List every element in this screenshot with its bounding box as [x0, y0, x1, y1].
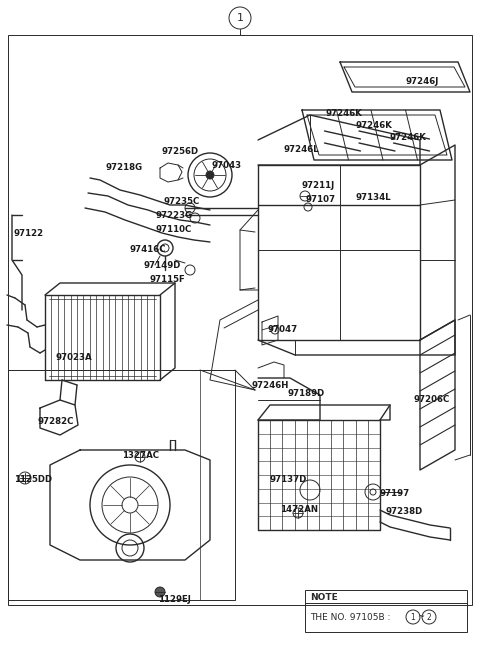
Text: 97416C: 97416C	[130, 245, 167, 255]
Text: 97246H: 97246H	[252, 382, 289, 390]
Text: 97115F: 97115F	[150, 274, 186, 283]
Text: 1129EJ: 1129EJ	[158, 596, 191, 604]
Text: 97256D: 97256D	[162, 148, 199, 157]
Text: 97246J: 97246J	[406, 77, 439, 85]
Text: 97246K: 97246K	[326, 110, 363, 119]
Text: 97047: 97047	[268, 325, 298, 335]
Text: 97043: 97043	[212, 161, 242, 169]
Text: 97235C: 97235C	[163, 197, 199, 207]
Circle shape	[122, 497, 138, 513]
Text: 97246K: 97246K	[355, 121, 392, 131]
Circle shape	[155, 587, 165, 597]
Bar	[305, 590, 467, 632]
Text: ~: ~	[418, 613, 424, 621]
Text: 97107: 97107	[305, 195, 335, 205]
Text: 97246L: 97246L	[283, 144, 319, 154]
Text: 97189D: 97189D	[288, 390, 325, 398]
Text: 97110C: 97110C	[155, 226, 191, 234]
Text: 1327AC: 1327AC	[122, 451, 159, 459]
Text: 1125DD: 1125DD	[14, 474, 52, 483]
Text: 97282C: 97282C	[38, 417, 74, 426]
Circle shape	[206, 171, 214, 179]
Text: 97238D: 97238D	[385, 508, 422, 516]
Text: NOTE: NOTE	[310, 592, 338, 602]
Text: 1: 1	[237, 13, 243, 23]
Text: 97218G: 97218G	[106, 163, 143, 173]
Text: 97149D: 97149D	[143, 260, 180, 270]
Text: 97122: 97122	[14, 230, 44, 239]
Text: 97211J: 97211J	[302, 182, 335, 190]
Text: 97137D: 97137D	[270, 476, 307, 485]
Text: 1: 1	[410, 613, 415, 621]
Text: 1472AN: 1472AN	[280, 506, 318, 514]
Text: 97023A: 97023A	[56, 354, 93, 363]
Text: 97197: 97197	[380, 489, 410, 497]
Bar	[8, 35, 472, 605]
Text: 97134L: 97134L	[355, 194, 391, 203]
Text: 97223G: 97223G	[155, 211, 192, 220]
Text: 97206C: 97206C	[414, 396, 450, 405]
Text: 2: 2	[427, 613, 432, 621]
Text: 97246K: 97246K	[390, 134, 427, 142]
Text: THE NO. 97105B :: THE NO. 97105B :	[310, 613, 390, 621]
